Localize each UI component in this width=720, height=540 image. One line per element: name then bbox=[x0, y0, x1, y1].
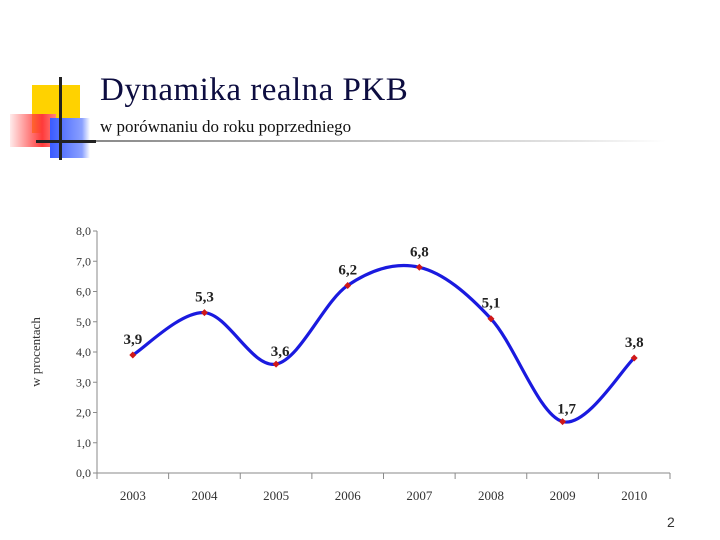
slide-title: Dynamika realna PKB bbox=[100, 72, 409, 108]
data-point-marker bbox=[200, 309, 208, 317]
data-label: 3,6 bbox=[271, 344, 290, 360]
data-label: 3,8 bbox=[625, 335, 644, 351]
x-tick-label: 2009 bbox=[550, 488, 576, 503]
y-tick-label: 7,0 bbox=[76, 254, 91, 268]
data-point-marker bbox=[129, 351, 137, 359]
data-label: 6,8 bbox=[410, 244, 429, 260]
decor-blue-square bbox=[50, 118, 90, 158]
series-line bbox=[131, 263, 636, 424]
x-tick-label: 2008 bbox=[478, 488, 504, 503]
decor-vertical-line bbox=[59, 77, 62, 160]
data-point-marker bbox=[272, 360, 280, 368]
x-tick-label: 2006 bbox=[335, 488, 362, 503]
slide-subtitle: w porównaniu do roku poprzedniego bbox=[100, 117, 352, 136]
data-point-marker bbox=[630, 354, 638, 362]
y-tick-label: 2,0 bbox=[76, 406, 91, 420]
data-point-marker bbox=[559, 418, 567, 426]
data-label: 5,1 bbox=[482, 296, 501, 312]
y-tick-label: 1,0 bbox=[76, 436, 91, 450]
decor-horizontal-line bbox=[36, 140, 96, 143]
data-label: 3,9 bbox=[123, 332, 142, 348]
y-tick-label: 4,0 bbox=[76, 345, 91, 359]
data-point-marker bbox=[415, 263, 423, 271]
data-label: 6,2 bbox=[338, 262, 357, 278]
data-label: 1,7 bbox=[557, 402, 576, 418]
y-axis-label: w procentach bbox=[28, 317, 43, 387]
y-tick-label: 3,0 bbox=[76, 375, 91, 389]
page-number: 2 bbox=[667, 514, 675, 530]
y-tick-label: 6,0 bbox=[76, 285, 91, 299]
x-tick-label: 2004 bbox=[191, 488, 218, 503]
x-tick-label: 2010 bbox=[621, 488, 647, 503]
data-point-marker bbox=[344, 281, 352, 289]
title-underline bbox=[96, 140, 666, 142]
x-tick-label: 2003 bbox=[120, 488, 146, 503]
y-tick-label: 5,0 bbox=[76, 315, 91, 329]
y-tick-label: 0,0 bbox=[76, 466, 91, 480]
data-point-marker bbox=[487, 315, 495, 323]
x-tick-label: 2007 bbox=[406, 488, 433, 503]
data-label: 5,3 bbox=[195, 290, 214, 306]
x-tick-label: 2005 bbox=[263, 488, 289, 503]
y-tick-label: 8,0 bbox=[76, 224, 91, 238]
